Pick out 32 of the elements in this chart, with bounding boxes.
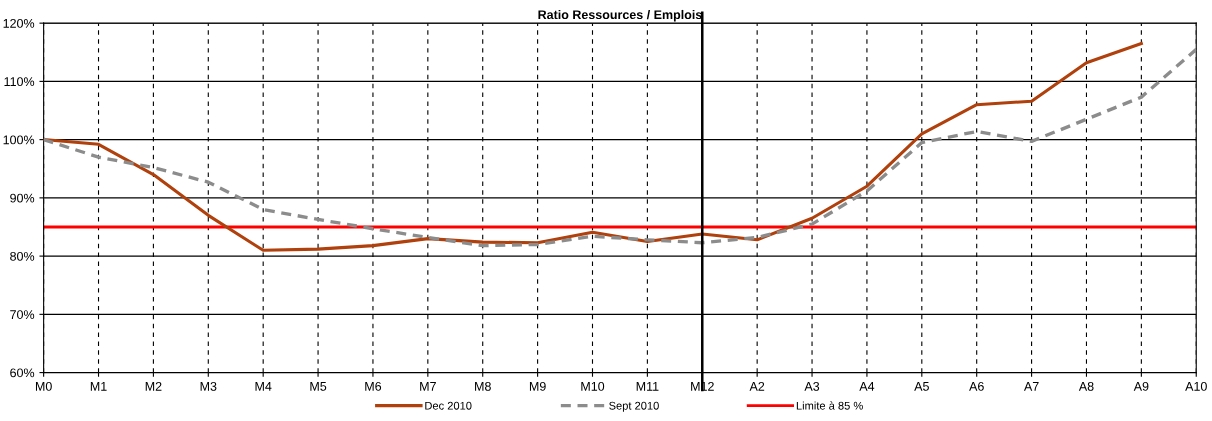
y-tick-label: 120% bbox=[3, 18, 35, 28]
y-tick-label: 70% bbox=[10, 310, 35, 319]
x-tick-label: M4 bbox=[255, 382, 272, 391]
legend-label: Sept 2010 bbox=[609, 401, 659, 412]
x-tick-label: A3 bbox=[804, 381, 820, 391]
x-tick-label: M8 bbox=[475, 381, 491, 391]
y-tick-label: 100% bbox=[3, 135, 35, 145]
x-tick-label: M9 bbox=[529, 381, 546, 391]
x-tick-label: A2 bbox=[749, 381, 765, 391]
y-tick-label: 110% bbox=[4, 77, 35, 87]
x-tick-label: A8 bbox=[1078, 381, 1094, 391]
x-tick-label: M5 bbox=[310, 382, 327, 391]
x-tick-label: M0 bbox=[35, 381, 52, 391]
x-tick-label: M6 bbox=[365, 381, 382, 391]
x-tick-label: A7 bbox=[1023, 382, 1039, 391]
y-tick-label: 80% bbox=[10, 251, 35, 261]
x-tick-label: M1 bbox=[90, 382, 107, 391]
chart-title: Ratio Ressources / Emplois bbox=[538, 9, 702, 22]
x-tick-label: M7 bbox=[420, 382, 436, 391]
x-tick-label: M3 bbox=[200, 381, 217, 391]
legend-label: Limite à 85 % bbox=[796, 401, 863, 410]
x-tick-label: M11 bbox=[636, 382, 659, 391]
legend-label: Dec 2010 bbox=[425, 401, 472, 410]
x-tick-label: A4 bbox=[859, 382, 875, 391]
y-tick-label: 90% bbox=[10, 193, 35, 203]
x-tick-label: M10 bbox=[581, 381, 605, 391]
x-tick-label: A10 bbox=[1185, 381, 1207, 391]
x-tick-label: M2 bbox=[145, 381, 162, 391]
x-tick-label: A9 bbox=[1133, 381, 1149, 391]
x-tick-label: A5 bbox=[914, 382, 929, 391]
x-tick-label: A6 bbox=[969, 381, 984, 391]
y-tick-label: 60% bbox=[10, 368, 35, 378]
